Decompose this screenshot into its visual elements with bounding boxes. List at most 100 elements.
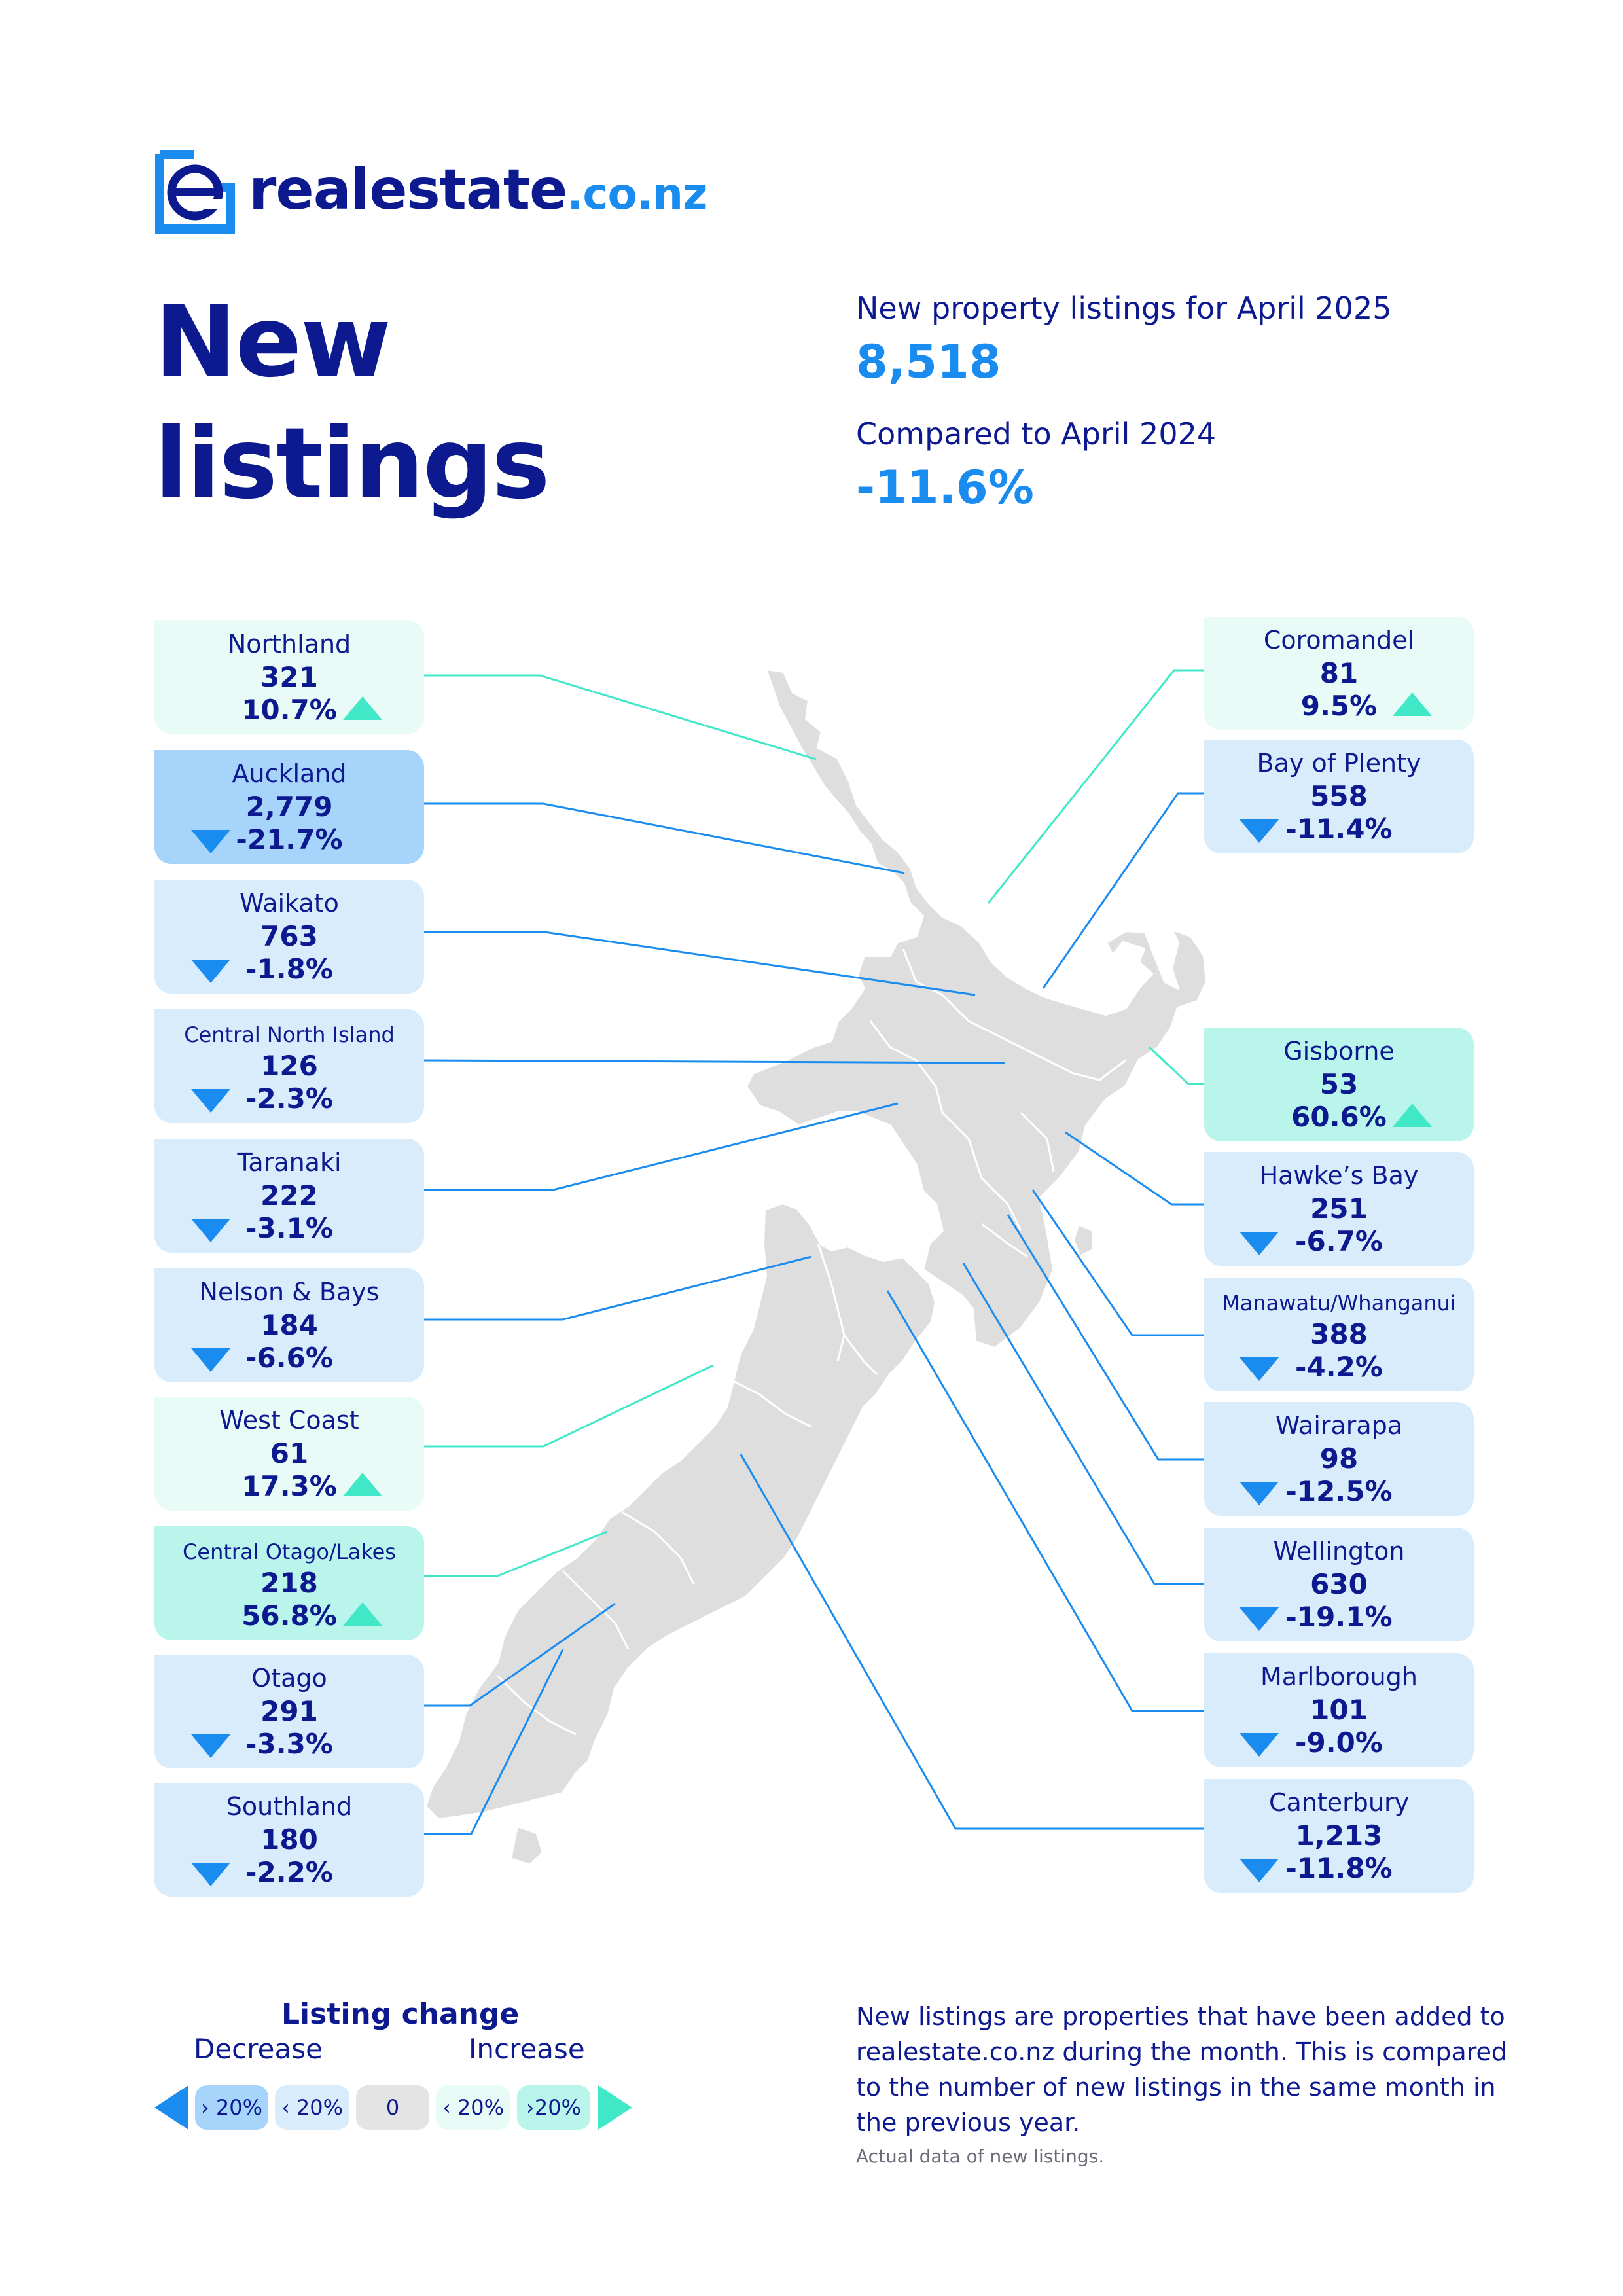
region-count: 218 <box>260 1567 318 1599</box>
region-change: -11.4% <box>1285 813 1393 845</box>
region-name: Wairarapa <box>1275 1411 1403 1440</box>
footnote-source: Actual data of new listings. <box>856 2145 1105 2167</box>
leader-auckland <box>424 802 905 874</box>
region-card-waikato[interactable]: Waikato 763 -1.8% <box>154 880 424 994</box>
increase-arrow-icon <box>343 1473 382 1496</box>
region-card-central-otago-lakes[interactable]: Central Otago/Lakes 218 56.8% <box>154 1526 424 1640</box>
region-change: -6.7% <box>1295 1225 1383 1257</box>
region-card-hawkes-bay[interactable]: Hawke’s Bay 251 -6.7% <box>1204 1152 1474 1266</box>
region-name: Manawatu/Whanganui <box>1222 1291 1456 1316</box>
region-count: 321 <box>260 661 318 693</box>
region-change: -9.0% <box>1295 1727 1383 1759</box>
region-card-otago[interactable]: Otago 291 -3.3% <box>154 1655 424 1768</box>
region-change: -1.8% <box>245 953 333 985</box>
region-card-nelson-bays[interactable]: Nelson & Bays 184 -6.6% <box>154 1268 424 1382</box>
region-boundaries <box>496 902 1126 1736</box>
decrease-arrow-icon <box>191 830 230 853</box>
region-card-marlborough[interactable]: Marlborough 101 -9.0% <box>1204 1653 1474 1767</box>
leader-wellington <box>962 1263 1204 1585</box>
region-change: 56.8% <box>241 1600 337 1632</box>
leader-marlborough <box>886 1290 1204 1712</box>
decrease-arrow-icon <box>191 960 230 983</box>
increase-arrow-icon <box>343 1602 382 1626</box>
decrease-arrow-icon <box>1240 1859 1279 1882</box>
region-card-wairarapa[interactable]: Wairarapa 98 -12.5% <box>1204 1402 1474 1516</box>
legend-decrease-label: Decrease <box>194 2033 323 2065</box>
leader-lines <box>423 669 1204 1835</box>
region-card-taranaki[interactable]: Taranaki 222 -3.1% <box>154 1139 424 1253</box>
region-name: Hawke’s Bay <box>1259 1161 1419 1190</box>
region-name: Otago <box>251 1664 327 1693</box>
leader-central-otago <box>424 1530 608 1577</box>
summary-compare-value: -11.6% <box>856 461 1034 514</box>
region-card-west-coast[interactable]: West Coast 61 17.3% <box>154 1397 424 1511</box>
region-card-manawatu-whanganui[interactable]: Manawatu/Whanganui 388 -4.2% <box>1204 1278 1474 1391</box>
legend-title: Listing change <box>281 1998 520 2031</box>
region-card-canterbury[interactable]: Canterbury 1,213 -11.8% <box>1204 1779 1474 1893</box>
region-name: Taranaki <box>237 1148 342 1177</box>
increase-arrow-icon <box>1393 692 1432 716</box>
region-name: Coromandel <box>1263 626 1415 655</box>
region-count: 101 <box>1310 1694 1368 1726</box>
region-change: -3.1% <box>245 1212 333 1244</box>
region-card-wellington[interactable]: Wellington 630 -19.1% <box>1204 1528 1474 1641</box>
decrease-arrow-icon <box>191 1348 230 1372</box>
leader-northland <box>424 674 817 761</box>
region-name: Marlborough <box>1260 1662 1418 1691</box>
decrease-arrow-icon <box>1240 1482 1279 1505</box>
region-card-bay-of-plenty[interactable]: Bay of Plenty 558 -11.4% <box>1204 740 1474 853</box>
legend-chip-zero: 0 <box>356 2085 429 2130</box>
region-change: -6.6% <box>245 1342 333 1374</box>
leader-waikato <box>424 931 976 996</box>
region-card-auckland[interactable]: Auckland 2,779 -21.7% <box>154 750 424 864</box>
brand-logo[interactable]: realestate.co.nz <box>154 149 809 241</box>
decrease-arrow-icon <box>1240 1733 1279 1757</box>
region-card-central-north-island[interactable]: Central North Island 126 -2.3% <box>154 1009 424 1123</box>
legend-chip-light-decrease: ‹ 20% <box>275 2085 349 2130</box>
leader-hawkes-bay <box>1065 1131 1204 1206</box>
region-card-coromandel[interactable]: Coromandel 81 9.5% <box>1204 617 1474 730</box>
north-island <box>745 668 1208 1350</box>
page-title: New listings <box>154 281 743 525</box>
page-title-line-1: New <box>154 285 391 399</box>
region-count: 558 <box>1310 780 1368 812</box>
leader-wairarapa <box>1007 1214 1204 1461</box>
region-change: -3.3% <box>245 1728 333 1760</box>
legend-increase-arrow-icon <box>598 2085 632 2130</box>
region-count: 126 <box>260 1050 318 1082</box>
summary-current-label: New property listings for April 2025 <box>856 291 1392 326</box>
increase-arrow-icon <box>343 696 382 720</box>
region-card-northland[interactable]: Northland 321 10.7% <box>154 620 424 734</box>
region-count: 388 <box>1310 1318 1368 1350</box>
region-name: Central North Island <box>184 1022 395 1047</box>
region-count: 222 <box>260 1179 318 1211</box>
region-change: 10.7% <box>241 694 337 726</box>
region-change: -12.5% <box>1285 1475 1393 1507</box>
region-name: Nelson & Bays <box>199 1278 380 1306</box>
region-card-gisborne[interactable]: Gisborne 53 60.6% <box>1204 1028 1474 1141</box>
decrease-arrow-icon <box>1240 1232 1279 1255</box>
region-card-southland[interactable]: Southland 180 -2.2% <box>154 1783 424 1897</box>
region-change: 17.3% <box>241 1470 337 1502</box>
region-count: 53 <box>1319 1068 1359 1100</box>
leader-manawatu <box>1031 1189 1204 1336</box>
region-name: Wellington <box>1273 1537 1405 1566</box>
region-count: 184 <box>260 1309 318 1341</box>
region-count: 630 <box>1310 1568 1368 1600</box>
leader-nelson <box>424 1255 812 1321</box>
region-change: -2.3% <box>245 1083 333 1115</box>
region-change: -21.7% <box>236 823 343 855</box>
summary-current-value: 8,518 <box>856 335 1001 389</box>
leader-taranaki <box>424 1102 899 1191</box>
leader-bay-of-plenty <box>1042 792 1204 989</box>
region-count: 180 <box>260 1823 318 1856</box>
region-count: 61 <box>270 1437 309 1469</box>
region-count: 251 <box>1310 1193 1368 1225</box>
legend-chip-light-increase: ‹ 20% <box>436 2085 510 2130</box>
logo-wordmark: realestate.co.nz <box>249 157 707 223</box>
decrease-arrow-icon <box>191 1219 230 1242</box>
legend-chip-strong-decrease: › 20% <box>195 2085 268 2130</box>
leader-canterbury <box>740 1454 1204 1830</box>
logo-tld: .co.nz <box>567 169 707 219</box>
